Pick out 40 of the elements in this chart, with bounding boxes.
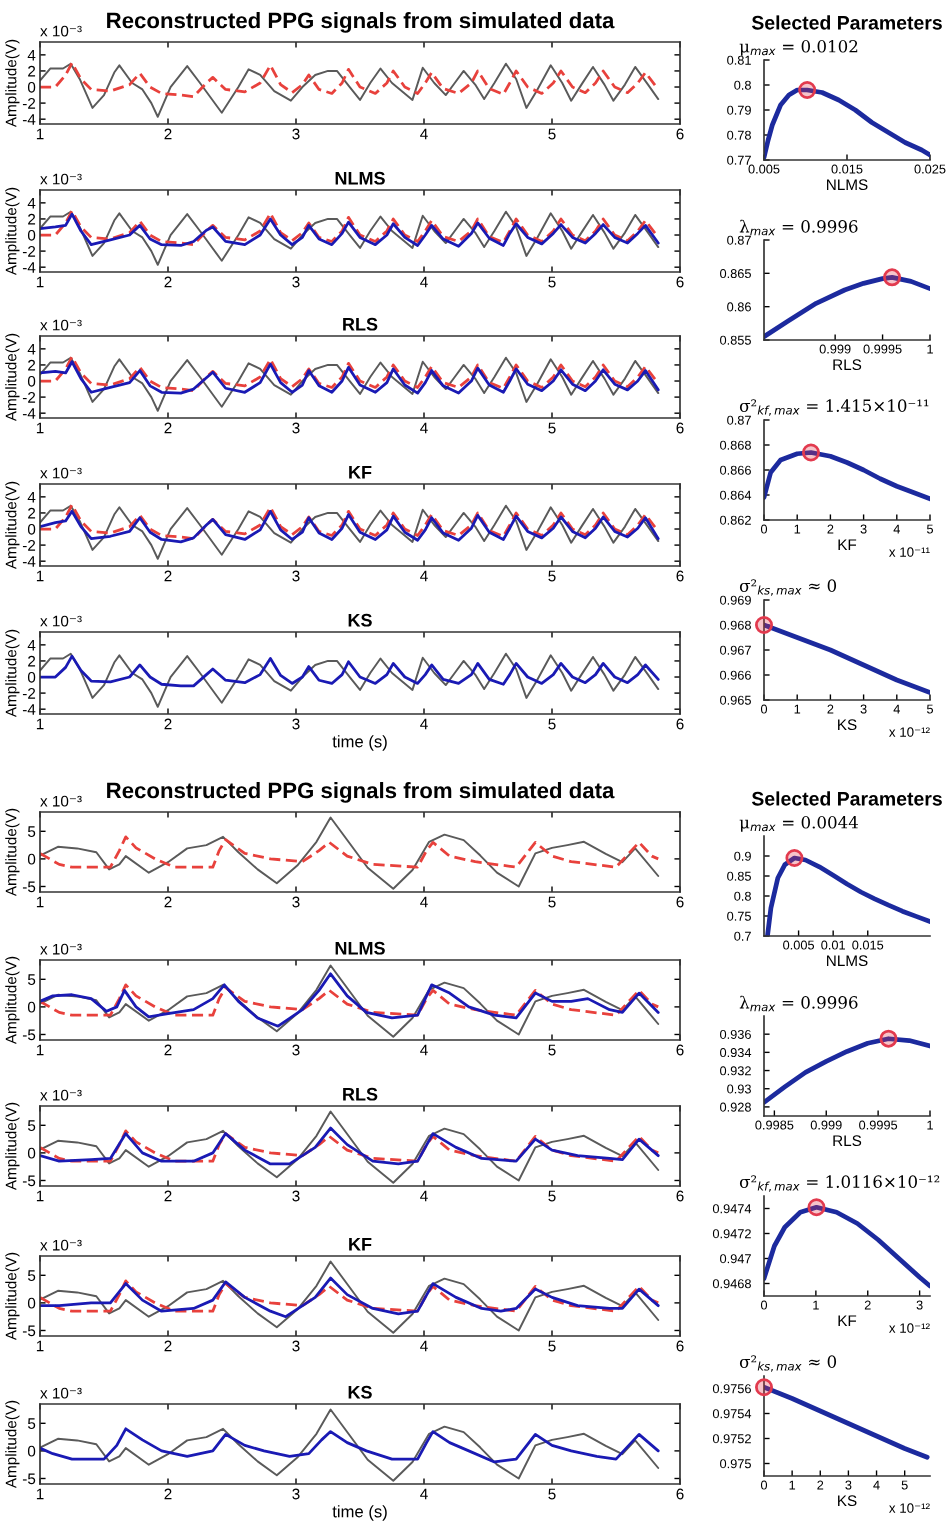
text: σ²$_{kf,max}$ = 1.0116×10⁻¹² [739, 1175, 940, 1192]
text: λ$_{max}$ = 0.9996 [739, 219, 858, 236]
line-series [40, 964, 660, 1038]
chart-title: Selected Parameters [751, 15, 942, 30]
line-series [40, 654, 660, 688]
text: λ$_{max}$ = 0.9996 [739, 995, 858, 1012]
line-series [40, 504, 660, 560]
text: μ$_{max}$ = 0.0044 [739, 816, 858, 832]
line-series [40, 983, 660, 1017]
chart-title: NLMS [335, 171, 385, 185]
line-series [40, 835, 660, 869]
text: μ$_{max}$ = 0.0102 [739, 40, 858, 56]
x-axis-title: time (s) [332, 735, 387, 751]
line-series [40, 1110, 660, 1184]
text: σ²$_{kf,max}$ = 1.415×10⁻¹¹ [739, 399, 929, 416]
line-series [40, 1427, 660, 1464]
chart-title: KF [349, 466, 372, 479]
line-series [40, 652, 660, 708]
chart-title: KS [348, 613, 372, 627]
x-axis-title: time (s) [332, 1505, 387, 1521]
text: σ²$_{ks,max}$ ≈ 0 [739, 579, 837, 596]
chart-title: NLMS [335, 941, 385, 955]
chart-title: KF [349, 1238, 372, 1251]
text: σ²$_{ks,max}$ ≈ 0 [739, 1355, 837, 1372]
chart-title: KS [348, 1385, 372, 1399]
chart-title: RLS [343, 1087, 378, 1101]
chart-title: Reconstructed PPG signals from simulated data [107, 782, 615, 803]
chart-title: Selected Parameters [751, 791, 942, 806]
line-series [40, 1408, 660, 1482]
line-series [40, 62, 660, 118]
line-series [40, 509, 660, 544]
line-series [40, 816, 660, 890]
line-series [40, 972, 660, 1028]
line-series [40, 1260, 660, 1334]
chart-title: Reconstructed PPG signals from simulated data [107, 12, 615, 33]
line-series [40, 503, 660, 541]
line-series [40, 356, 660, 412]
line-series [40, 210, 660, 266]
chart-title: RLS [343, 317, 378, 331]
line-series [40, 61, 660, 99]
